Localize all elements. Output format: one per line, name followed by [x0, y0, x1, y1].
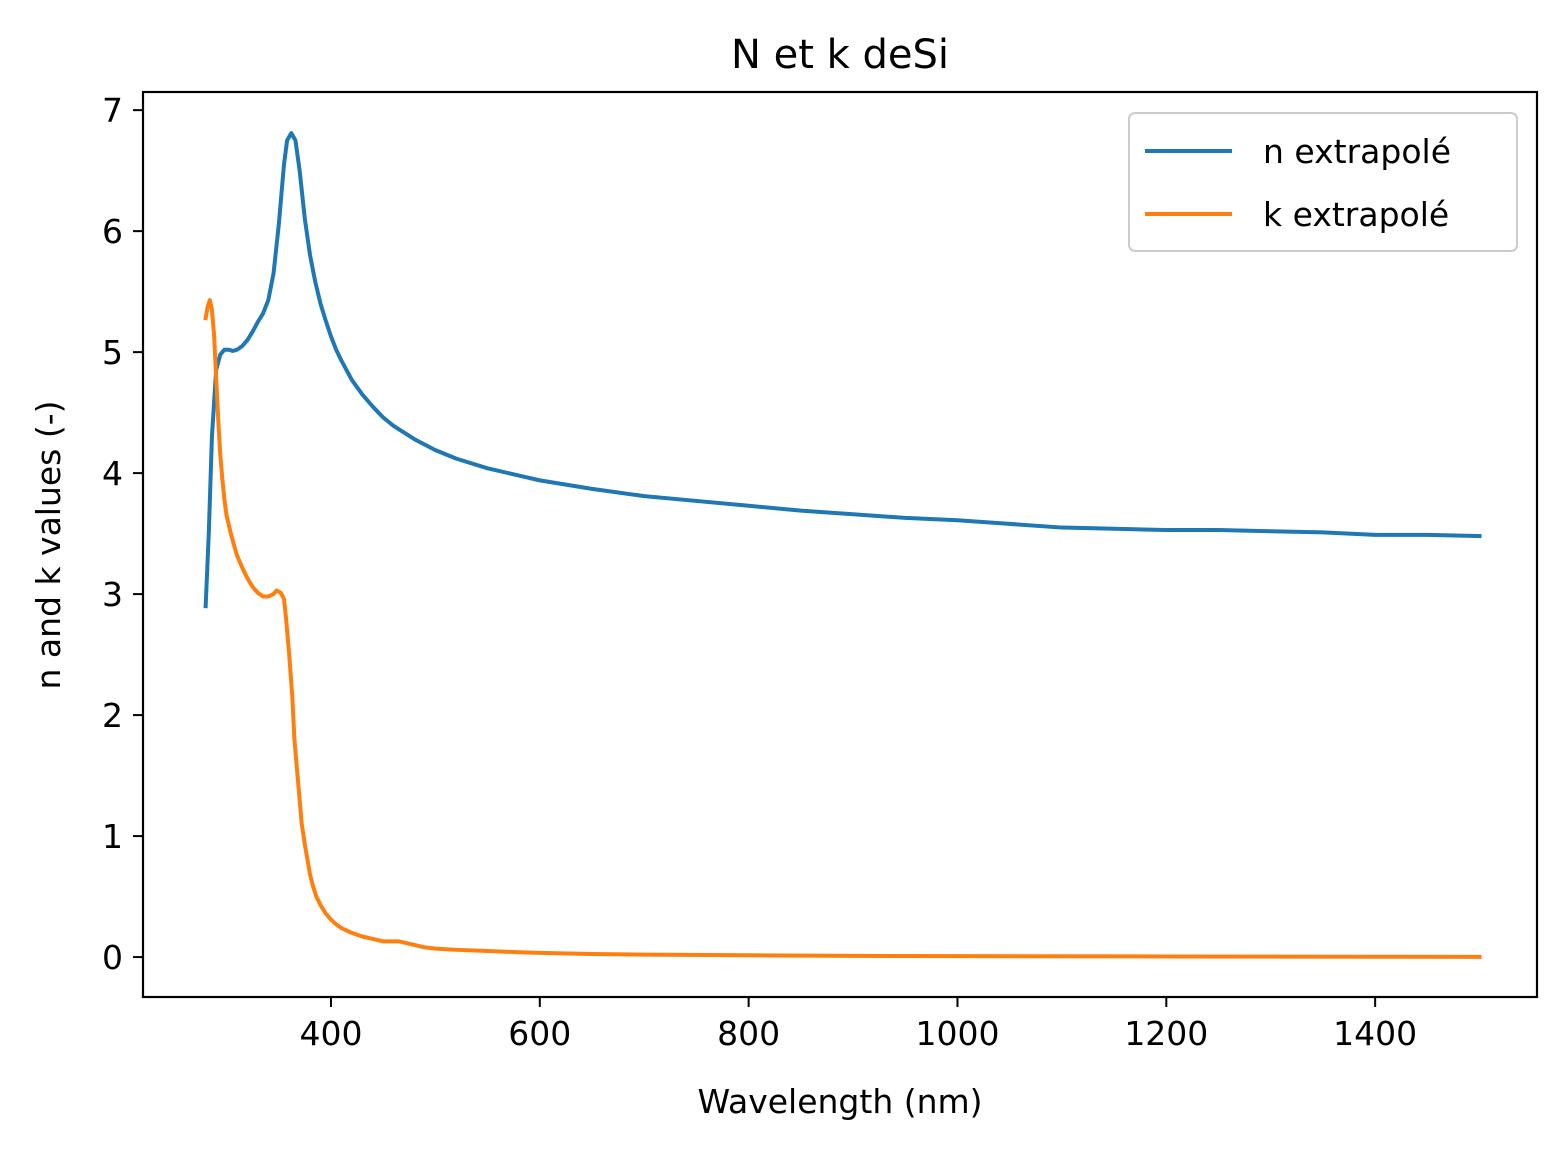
x-tick-label: 600 — [508, 1014, 571, 1053]
legend: n extrapolé k extrapolé — [1128, 112, 1518, 252]
x-tick-label: 1200 — [1124, 1014, 1208, 1053]
x-tick-label: 1000 — [915, 1014, 999, 1053]
y-axis-title: n and k values (-) — [29, 400, 68, 689]
y-tick-label: 2 — [102, 696, 123, 735]
chart-title: N et k deSi — [731, 32, 949, 78]
y-tick-label: 4 — [102, 454, 123, 493]
y-tick-label: 5 — [102, 333, 123, 372]
x-tick-label: 800 — [717, 1014, 780, 1053]
y-tick-label: 6 — [102, 212, 123, 251]
axes-frame — [141, 90, 1539, 999]
series-line-n — [203, 131, 1482, 609]
legend-label: n extrapolé — [1263, 132, 1451, 171]
x-axis-title: Wavelength (nm) — [697, 1082, 982, 1121]
y-tick-label: 7 — [102, 91, 123, 130]
x-tick-label: 1400 — [1333, 1014, 1417, 1053]
y-tick-label: 3 — [102, 575, 123, 614]
series-line-k — [203, 298, 1482, 959]
x-axis: 400 600 800 1000 1200 1400 — [299, 997, 1417, 1053]
x-tick-label: 400 — [299, 1014, 362, 1053]
legend-frame — [1128, 112, 1518, 252]
legend-label: k extrapolé — [1263, 195, 1449, 234]
y-tick-label: 0 — [102, 938, 123, 977]
y-tick-label: 1 — [102, 817, 123, 856]
plot-area — [203, 131, 1482, 959]
y-axis: 0 1 2 3 4 5 6 7 — [102, 91, 143, 977]
